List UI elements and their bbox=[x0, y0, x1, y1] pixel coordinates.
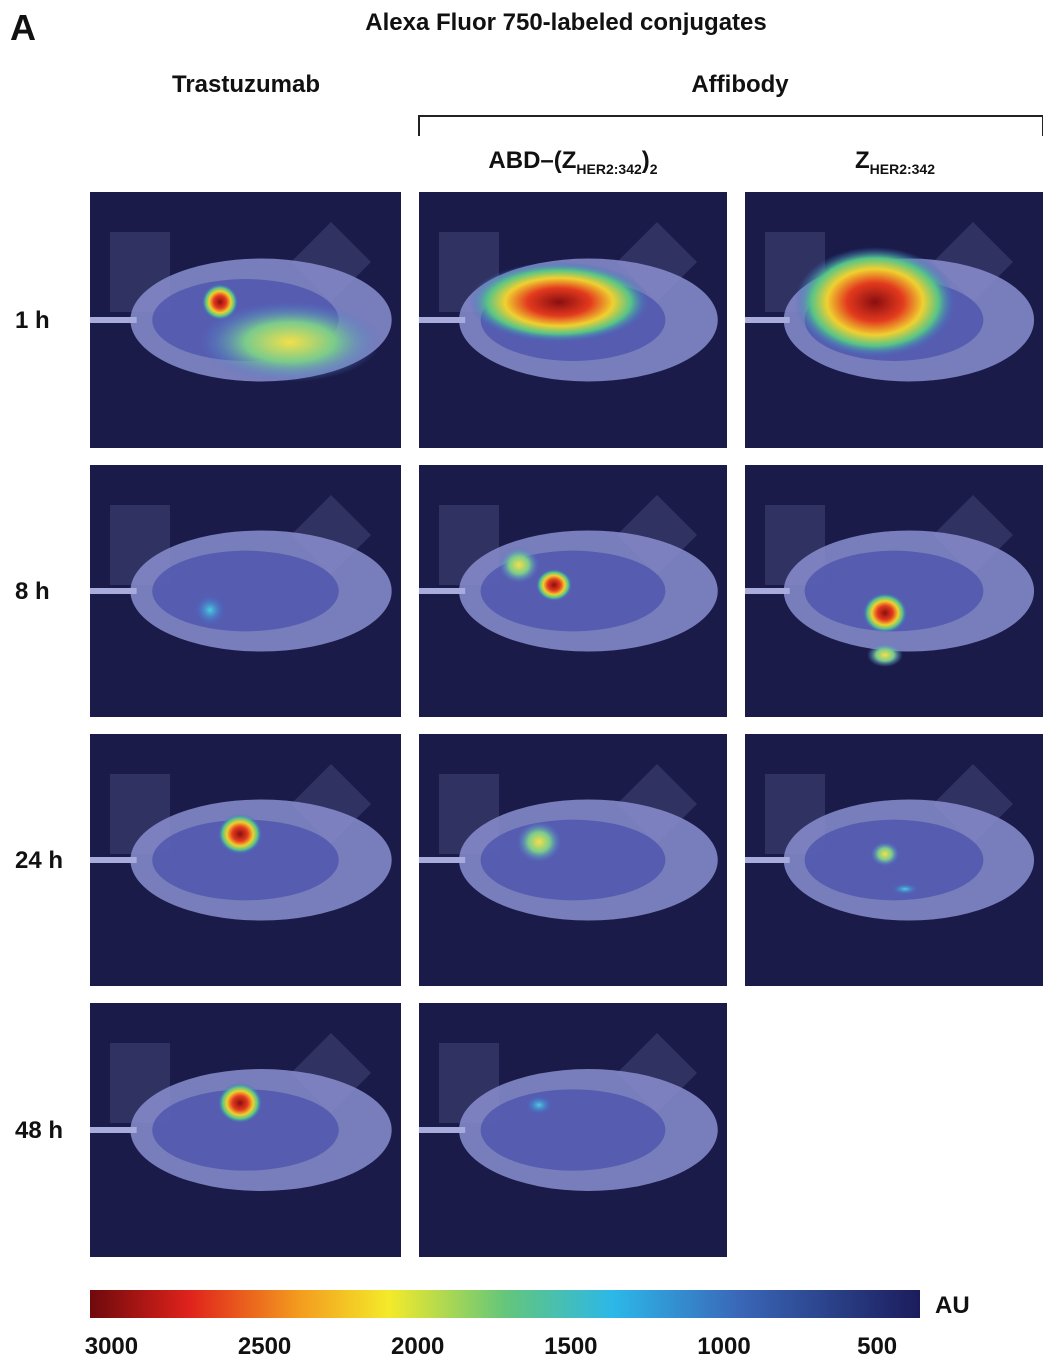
header-sub: HER2:342 bbox=[870, 161, 936, 177]
row-label: 1 h bbox=[15, 307, 50, 334]
mouse-shade bbox=[152, 551, 339, 632]
signal-spot bbox=[871, 842, 899, 866]
row-label: 24 h bbox=[15, 847, 63, 874]
colorbar-tick-label: 500 bbox=[857, 1333, 897, 1360]
header-main: ABD–(Z bbox=[488, 147, 576, 174]
signal-spot bbox=[200, 302, 380, 382]
figure-title: Alexa Fluor 750-labeled conjugates bbox=[365, 9, 766, 36]
mouse-image bbox=[745, 465, 1043, 717]
mouse-image bbox=[419, 192, 727, 448]
mouse-image bbox=[90, 1003, 401, 1257]
signal-spot bbox=[525, 1095, 553, 1115]
signal-spot bbox=[499, 547, 539, 583]
signal-spot bbox=[867, 643, 903, 667]
row-label: 48 h bbox=[15, 1117, 63, 1144]
signal-spot bbox=[469, 262, 649, 342]
signal-spot bbox=[891, 883, 919, 895]
header-main: Z bbox=[855, 147, 870, 174]
image-grid bbox=[90, 192, 1043, 1257]
signal-spot bbox=[194, 594, 226, 626]
mouse-shade bbox=[481, 820, 666, 901]
column-header: Affibody bbox=[691, 71, 789, 98]
mouse-image bbox=[419, 465, 727, 717]
mouse-image bbox=[90, 192, 401, 448]
signal-spot bbox=[795, 247, 955, 357]
colorbar bbox=[90, 1290, 920, 1318]
column-header: ABD–(ZHER2:342)2 bbox=[488, 147, 657, 177]
signal-spot bbox=[863, 593, 907, 633]
colorbar-unit: AU bbox=[935, 1292, 970, 1319]
header-close: ) bbox=[642, 147, 650, 174]
colorbar-tick-label: 1500 bbox=[544, 1333, 597, 1360]
mouse-image bbox=[745, 734, 1043, 986]
colorbar-tick-label: 2500 bbox=[238, 1333, 291, 1360]
signal-spot bbox=[536, 569, 572, 601]
signal-spot bbox=[218, 814, 262, 854]
colorbar-tick-label: 1000 bbox=[697, 1333, 750, 1360]
header-sub: 2 bbox=[650, 161, 658, 177]
column-header: Trastuzumab bbox=[172, 71, 320, 98]
mouse-image bbox=[419, 734, 727, 986]
signal-spot bbox=[218, 1083, 262, 1123]
colorbar-tick-label: 2000 bbox=[391, 1333, 444, 1360]
mouse-image bbox=[90, 734, 401, 986]
bracket bbox=[419, 116, 1043, 136]
mouse-image bbox=[419, 1003, 727, 1257]
figure: A Alexa Fluor 750-labeled conjugates Tra… bbox=[0, 0, 1043, 1363]
mouse-image bbox=[90, 465, 401, 717]
mouse-shade bbox=[481, 1089, 666, 1170]
panel-label: A bbox=[10, 7, 36, 48]
header-sub: HER2:342 bbox=[576, 161, 642, 177]
mouse-image bbox=[745, 192, 1043, 448]
row-label: 8 h bbox=[15, 578, 50, 605]
column-header: ZHER2:342 bbox=[855, 147, 935, 177]
colorbar-tick-label: 3000 bbox=[85, 1333, 138, 1360]
signal-spot bbox=[517, 822, 561, 862]
